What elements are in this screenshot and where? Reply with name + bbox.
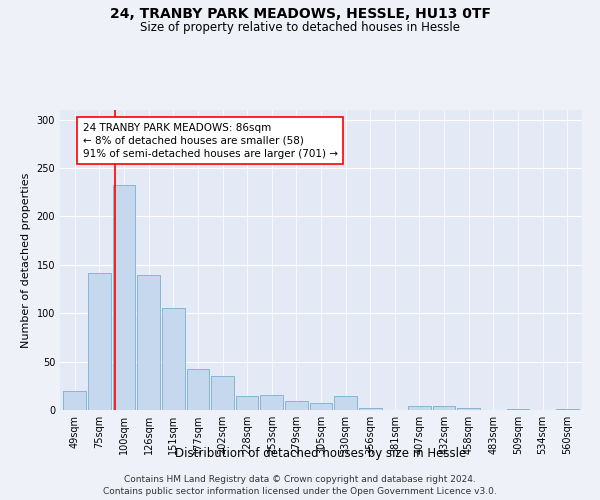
Bar bbox=[113, 184, 136, 410]
Text: 24 TRANBY PARK MEADOWS: 86sqm
← 8% of detached houses are smaller (58)
91% of se: 24 TRANBY PARK MEADOWS: 86sqm ← 8% of de… bbox=[83, 122, 338, 159]
Text: Distribution of detached houses by size in Hessle: Distribution of detached houses by size … bbox=[175, 448, 467, 460]
Bar bbox=[285, 402, 308, 410]
Bar bbox=[310, 403, 332, 410]
Bar bbox=[211, 376, 234, 410]
Bar bbox=[64, 390, 86, 410]
Text: Contains HM Land Registry data © Crown copyright and database right 2024.
Contai: Contains HM Land Registry data © Crown c… bbox=[103, 474, 497, 496]
Bar bbox=[359, 408, 382, 410]
Bar bbox=[334, 396, 357, 410]
Bar bbox=[88, 272, 111, 410]
Bar bbox=[506, 409, 529, 410]
Bar bbox=[260, 396, 283, 410]
Bar bbox=[457, 408, 480, 410]
Bar bbox=[162, 308, 185, 410]
Text: Size of property relative to detached houses in Hessle: Size of property relative to detached ho… bbox=[140, 21, 460, 34]
Text: 24, TRANBY PARK MEADOWS, HESSLE, HU13 0TF: 24, TRANBY PARK MEADOWS, HESSLE, HU13 0T… bbox=[110, 8, 491, 22]
Bar bbox=[236, 396, 259, 410]
Bar bbox=[556, 409, 578, 410]
Bar bbox=[408, 406, 431, 410]
Bar bbox=[137, 274, 160, 410]
Bar bbox=[433, 406, 455, 410]
Bar bbox=[187, 370, 209, 410]
Y-axis label: Number of detached properties: Number of detached properties bbox=[21, 172, 31, 348]
